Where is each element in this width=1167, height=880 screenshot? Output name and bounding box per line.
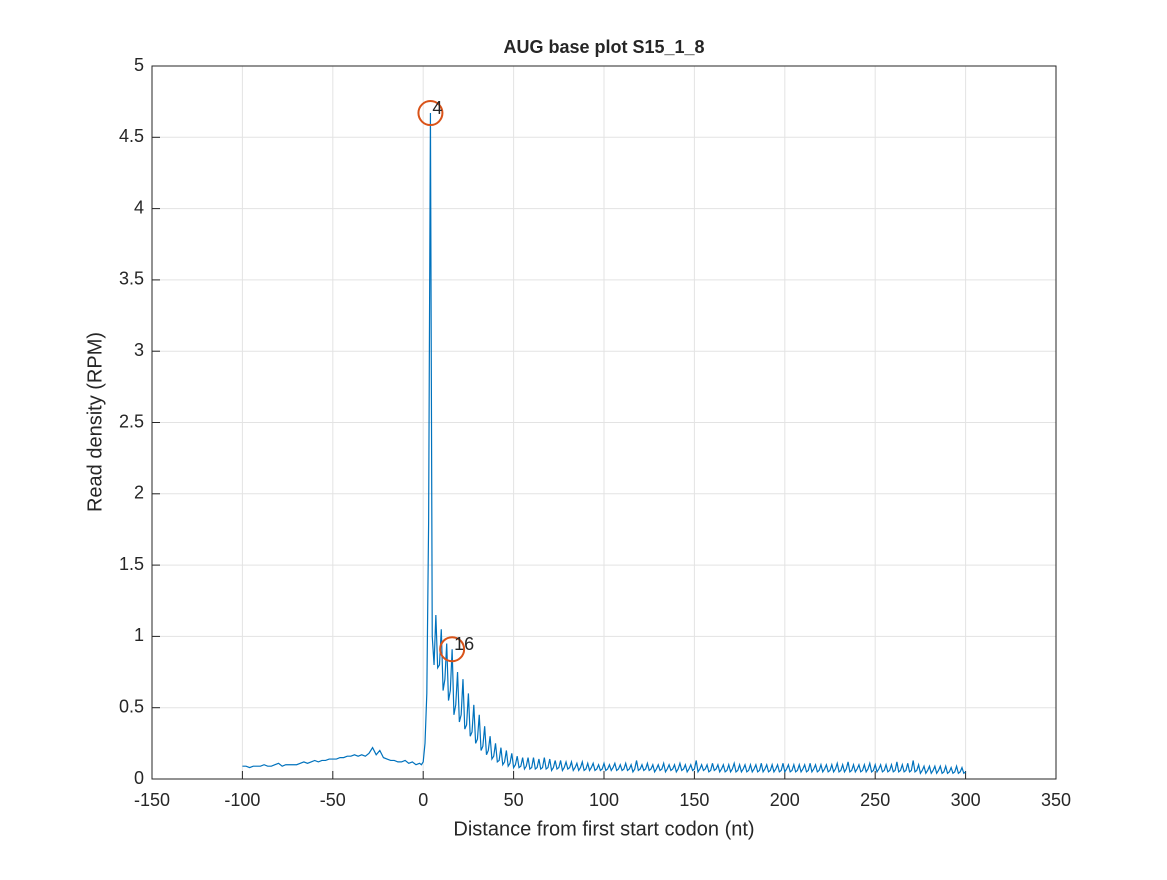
y-tick-label: 2.5 (119, 411, 144, 431)
y-tick-label: 0 (134, 768, 144, 788)
x-tick-label: 50 (504, 790, 524, 810)
y-tick-label: 3.5 (119, 269, 144, 289)
annotation-marker (439, 636, 466, 663)
x-tick-label: 0 (418, 790, 428, 810)
y-tick-label: 0.5 (119, 696, 144, 716)
x-tick-label: -150 (134, 790, 170, 810)
chart-title: AUG base plot S15_1_8 (503, 37, 704, 57)
y-tick-label: 2 (134, 483, 144, 503)
y-axis-label: Read density (RPM) (84, 332, 106, 512)
x-tick-label: 200 (770, 790, 800, 810)
x-tick-label: -100 (224, 790, 260, 810)
y-tick-label: 4.5 (119, 126, 144, 146)
x-tick-label: 100 (589, 790, 619, 810)
annotation-label: 4 (432, 98, 442, 118)
x-tick-label: 300 (951, 790, 981, 810)
x-tick-label: 350 (1041, 790, 1071, 810)
x-tick-label: 150 (679, 790, 709, 810)
y-tick-label: 1.5 (119, 554, 144, 574)
y-tick-label: 5 (134, 55, 144, 75)
plot-frame (151, 65, 1057, 780)
y-tick-label: 1 (134, 625, 144, 645)
x-tick-label: -50 (320, 790, 346, 810)
x-tick-label: 250 (860, 790, 890, 810)
data-line (242, 113, 966, 775)
x-axis-label: Distance from first start codon (nt) (453, 818, 754, 840)
annotation-marker (417, 100, 444, 127)
y-tick-label: 3 (134, 340, 144, 360)
annotation-label: 16 (454, 634, 474, 654)
y-tick-label: 4 (134, 197, 144, 217)
